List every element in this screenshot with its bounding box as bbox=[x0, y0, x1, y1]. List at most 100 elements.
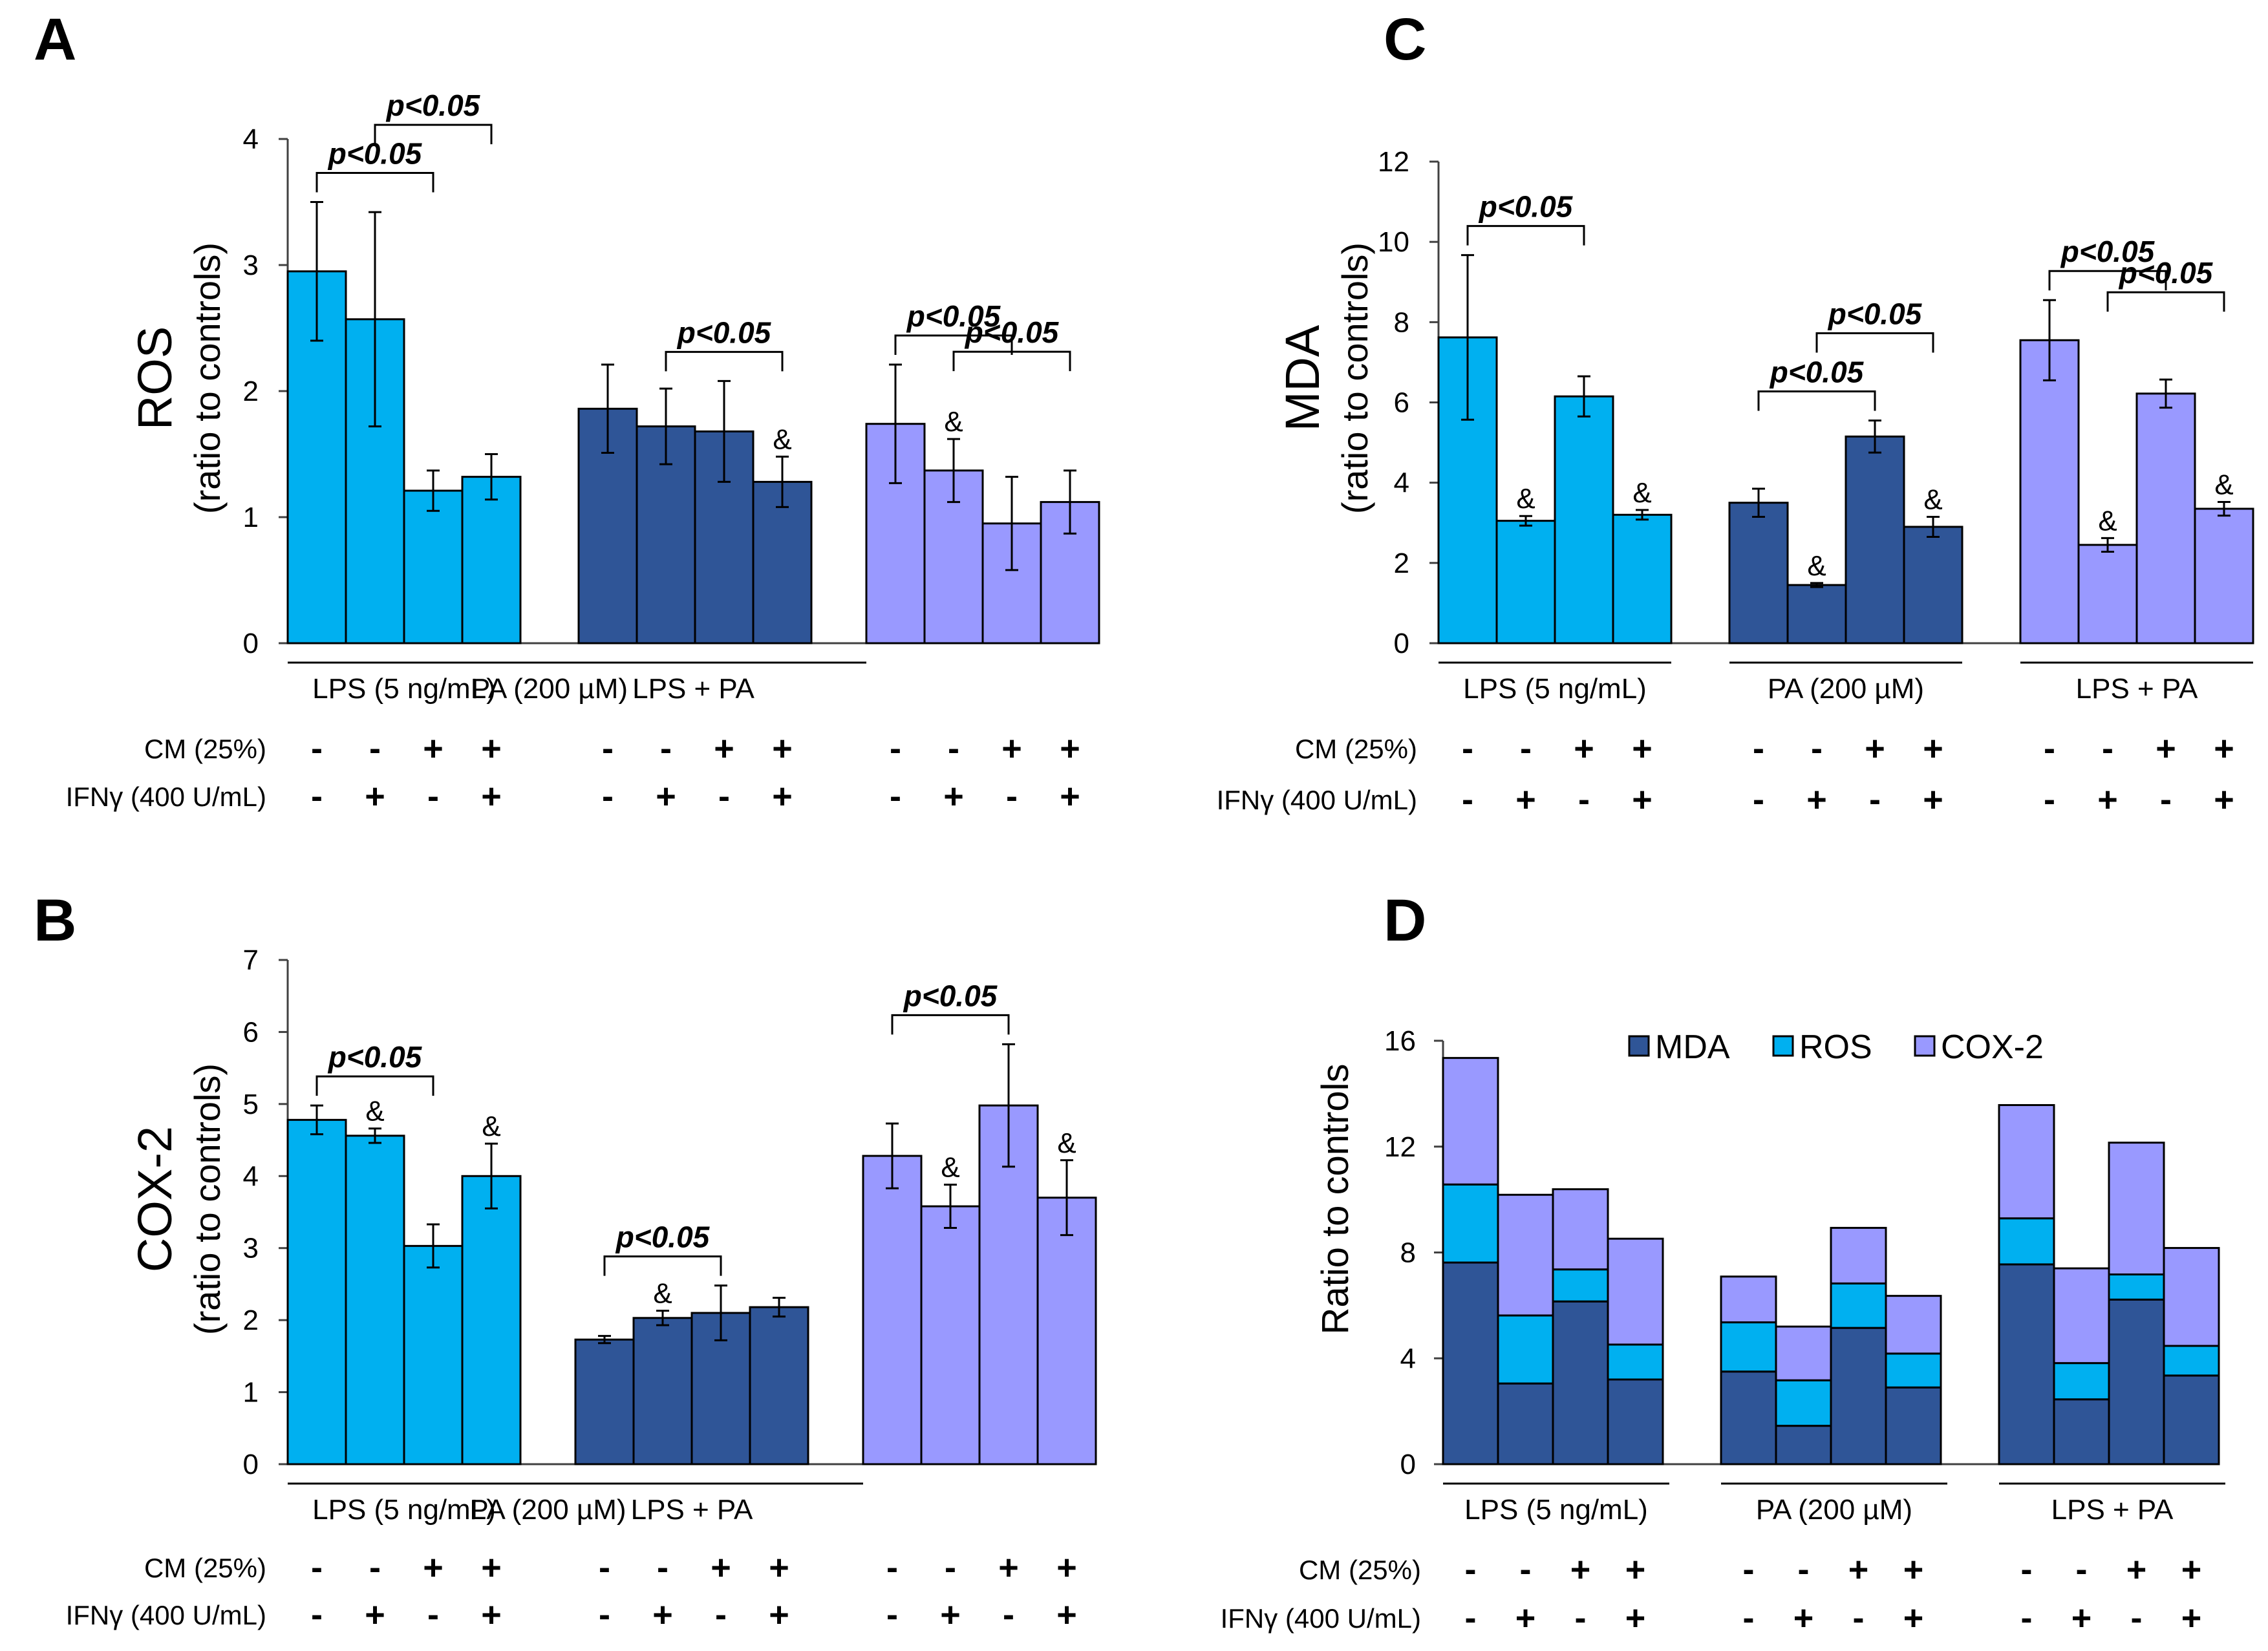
bar bbox=[1786, 584, 1847, 644]
stack-segment-mda bbox=[1720, 1370, 1777, 1465]
stack-segment-cox2 bbox=[1885, 1295, 1942, 1355]
cm-sign: + bbox=[481, 1548, 502, 1587]
stack-segment-mda bbox=[1497, 1382, 1554, 1465]
legend-swatch bbox=[1772, 1035, 1794, 1057]
cm-sign: + bbox=[1625, 1550, 1646, 1589]
p-value-label: p<0.05 bbox=[615, 1220, 711, 1254]
bar bbox=[403, 489, 464, 644]
cm-sign: + bbox=[2156, 729, 2176, 768]
stack-segment-ros bbox=[1775, 1379, 1832, 1427]
cm-sign: + bbox=[423, 1548, 444, 1587]
ifn-sign: - bbox=[1462, 780, 1473, 819]
y-axis-title: Ratio to controls bbox=[1314, 1063, 1356, 1334]
cm-sign: + bbox=[772, 729, 793, 768]
ifn-sign: - bbox=[427, 777, 439, 816]
group-label: PA (200 µM) bbox=[471, 673, 628, 705]
stack-segment-cox2 bbox=[1442, 1057, 1499, 1186]
ifn-sign: + bbox=[772, 777, 793, 816]
group-label: PA (200 µM) bbox=[1768, 673, 1924, 705]
cm-sign: + bbox=[1903, 1550, 1924, 1589]
ifn-sign: + bbox=[2097, 780, 2118, 819]
cm-sign: - bbox=[1462, 729, 1473, 768]
significance-amp: & bbox=[2214, 469, 2233, 500]
legend-label: ROS bbox=[1799, 1028, 1872, 1066]
ifn-sign: - bbox=[715, 1595, 727, 1634]
cm-sign: + bbox=[1570, 1550, 1591, 1589]
ifn-sign: - bbox=[311, 1595, 323, 1634]
ifn-sign: + bbox=[943, 777, 964, 816]
y-axis-subtitle: (ratio to controls) bbox=[1334, 242, 1375, 514]
ifn-sign: - bbox=[2021, 1599, 2033, 1637]
cm-sign: + bbox=[1574, 729, 1594, 768]
significance-bracket bbox=[316, 172, 434, 193]
y-tick-label: 12 bbox=[1378, 146, 1409, 178]
ifn-sign: + bbox=[2214, 780, 2234, 819]
legend-swatch bbox=[1628, 1035, 1650, 1057]
stack-segment-cox2 bbox=[2163, 1247, 2220, 1347]
cm-sign: - bbox=[948, 729, 959, 768]
ifn-sign: - bbox=[599, 1595, 610, 1634]
ifn-sign: - bbox=[1575, 1599, 1587, 1637]
cm-sign: - bbox=[1520, 1550, 1532, 1589]
p-value-label: p<0.05 bbox=[1478, 190, 1574, 224]
cm-sign: + bbox=[711, 1548, 731, 1587]
stack-segment-ros bbox=[2163, 1345, 2220, 1377]
y-tick-label: 7 bbox=[243, 944, 259, 976]
bar bbox=[1554, 395, 1614, 644]
cm-sign: + bbox=[769, 1548, 789, 1587]
ifn-sign: + bbox=[1056, 1595, 1077, 1634]
ifn-sign: - bbox=[1006, 777, 1018, 816]
bar bbox=[2194, 507, 2254, 644]
significance-amp: & bbox=[941, 1152, 959, 1184]
ifn-sign: - bbox=[2160, 780, 2172, 819]
ifn-sign: - bbox=[602, 777, 614, 816]
cm-sign: - bbox=[1811, 729, 1823, 768]
ifn-row-label: IFNγ (400 U/mL) bbox=[1221, 1603, 1421, 1634]
bar bbox=[2077, 544, 2138, 644]
bar bbox=[749, 1306, 809, 1465]
significance-amp: & bbox=[944, 406, 963, 438]
cm-sign: + bbox=[1001, 729, 1022, 768]
stack-segment-cox2 bbox=[1497, 1193, 1554, 1317]
p-value-label: p<0.05 bbox=[385, 89, 481, 122]
p-value-label: p<0.05 bbox=[327, 1040, 423, 1074]
legend-swatch bbox=[1914, 1035, 1936, 1057]
y-axis-title: ROS bbox=[128, 326, 182, 430]
cm-sign: + bbox=[2181, 1550, 2202, 1589]
significance-amp: & bbox=[2098, 505, 2117, 537]
significance-amp: & bbox=[773, 423, 791, 455]
cm-sign: - bbox=[1465, 1550, 1477, 1589]
cm-sign: - bbox=[311, 1548, 323, 1587]
y-tick-label: 0 bbox=[243, 1449, 259, 1480]
significance-bracket bbox=[316, 1075, 434, 1096]
stack-segment-cox2 bbox=[2108, 1142, 2165, 1275]
stack-segment-mda bbox=[2053, 1398, 2110, 1465]
p-value-label: p<0.05 bbox=[1827, 297, 1923, 330]
bar bbox=[1036, 1197, 1097, 1465]
legend-label: COX-2 bbox=[1941, 1028, 2044, 1066]
ifn-sign: - bbox=[1465, 1599, 1477, 1637]
stack-segment-cox2 bbox=[1998, 1103, 2055, 1220]
significance-bracket bbox=[1466, 225, 1585, 246]
y-tick-label: 10 bbox=[1378, 226, 1409, 258]
p-value-label: p<0.05 bbox=[964, 315, 1060, 349]
stack-segment-cox2 bbox=[1552, 1188, 1609, 1271]
cm-row-label: CM (25%) bbox=[1295, 734, 1417, 764]
panel-letter: C bbox=[1384, 6, 1426, 72]
cm-sign: - bbox=[1743, 1550, 1755, 1589]
bar bbox=[286, 1118, 347, 1465]
cm-sign: - bbox=[599, 1548, 610, 1587]
stack-segment-mda bbox=[1775, 1425, 1832, 1465]
bar bbox=[461, 1175, 522, 1465]
ifn-sign: + bbox=[1923, 780, 1943, 819]
ifn-sign: + bbox=[1632, 780, 1653, 819]
ifn-row-label: IFNγ (400 U/mL) bbox=[1217, 785, 1417, 815]
y-tick-label: 4 bbox=[1394, 467, 1409, 499]
ifn-sign: + bbox=[1515, 780, 1536, 819]
ifn-row-label: IFNγ (400 U/mL) bbox=[66, 1600, 266, 1630]
ifn-sign: + bbox=[1625, 1599, 1646, 1637]
stack-segment-cox2 bbox=[1607, 1237, 1664, 1346]
y-axis-subtitle: (ratio to controls) bbox=[187, 242, 228, 514]
bar bbox=[752, 480, 813, 644]
ifn-sign: - bbox=[1853, 1599, 1865, 1637]
